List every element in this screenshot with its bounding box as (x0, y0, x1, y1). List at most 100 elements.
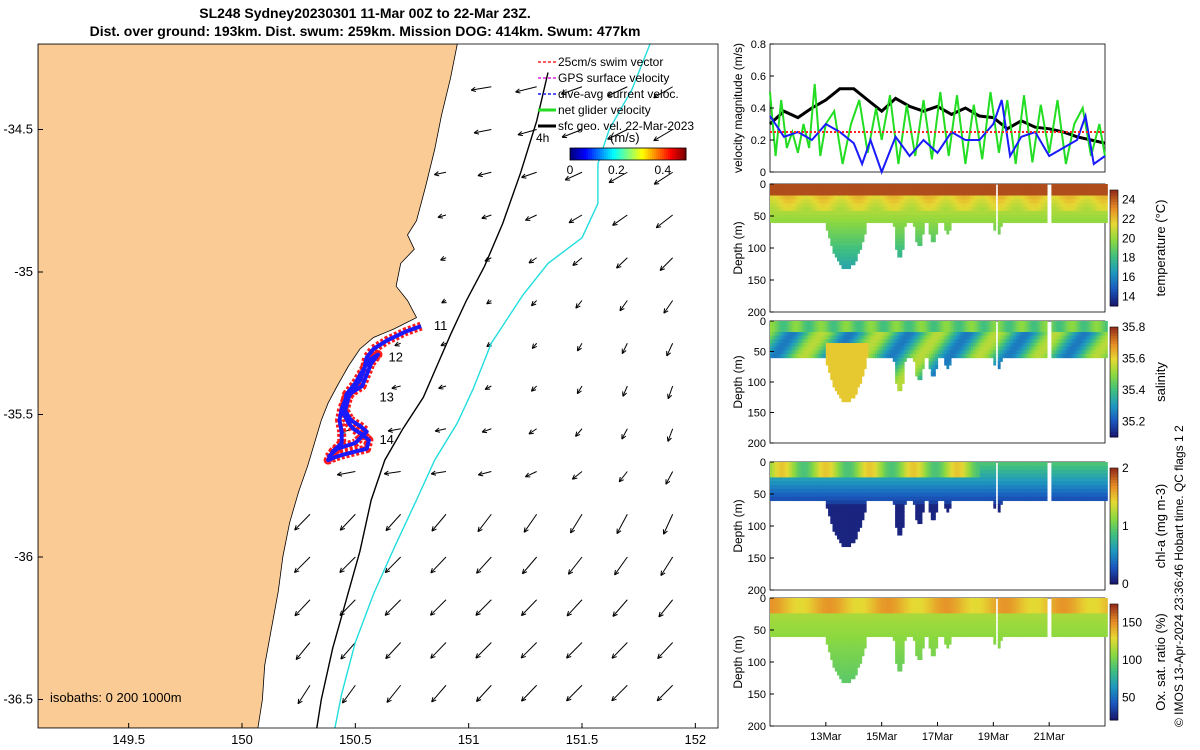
section-cell (863, 343, 867, 348)
section-cell (866, 485, 869, 490)
section-cell (825, 488, 829, 494)
section-cell (792, 207, 796, 212)
section-cell (1078, 324, 1082, 329)
current-vector (607, 86, 628, 97)
section-cell (886, 191, 889, 197)
section-cell (915, 368, 919, 373)
section-cell (899, 462, 903, 467)
section-cell (906, 195, 910, 200)
section-cell (825, 346, 829, 351)
section-cell (852, 343, 856, 348)
section-cell (939, 346, 943, 351)
section-cell (770, 488, 773, 494)
section-cell (783, 203, 787, 208)
current-vector-head (384, 567, 391, 574)
section-cell (915, 361, 919, 366)
section-cell (1102, 214, 1106, 220)
section-cell (778, 187, 782, 193)
section-cell (926, 321, 930, 326)
section-cell (814, 195, 818, 200)
section-cell (1038, 207, 1041, 212)
map-y-tick-label: -36 (14, 549, 33, 564)
section-cell (816, 203, 820, 208)
section-cell (1038, 346, 1041, 351)
section-cell (825, 335, 829, 340)
section-cell (1060, 353, 1064, 359)
section-cell (895, 184, 898, 189)
section-cell (895, 462, 898, 467)
section-cell (863, 226, 867, 231)
section-cell (984, 214, 988, 220)
section-cell (1011, 187, 1015, 193)
section-cell (854, 237, 858, 243)
section-cell (1091, 207, 1095, 212)
section-cell (843, 353, 847, 359)
section-cell (1067, 207, 1070, 212)
section-cell (830, 214, 834, 220)
map-colorbar-tick: 0 (567, 163, 574, 177)
section-cell (912, 214, 916, 220)
section-cell (1055, 187, 1059, 193)
section-cell (928, 488, 932, 494)
section-cell (917, 511, 921, 517)
section-cell (832, 203, 836, 208)
section-cell (841, 321, 845, 326)
section-cell (1044, 321, 1048, 326)
section-cell (904, 187, 907, 193)
section-cell (1011, 335, 1015, 340)
section-cell (917, 195, 921, 200)
section-cell (848, 332, 852, 337)
section-cell (1017, 324, 1021, 329)
section-cell (921, 210, 925, 216)
section-cell (877, 199, 881, 204)
section-cell (953, 324, 956, 329)
section-cell (823, 485, 827, 490)
section-cell (1038, 343, 1041, 348)
section-cell (888, 343, 892, 348)
section-cell (859, 321, 863, 326)
section-cell (825, 350, 829, 355)
section-cell (910, 187, 914, 193)
section-cell (910, 195, 914, 200)
section-cell (832, 383, 836, 388)
section-cell (812, 203, 816, 208)
section-cell (921, 199, 925, 204)
section-cell (872, 214, 876, 220)
section-cell (1064, 203, 1068, 208)
section-cell (828, 187, 831, 193)
section-cell (919, 230, 923, 235)
section-cell (830, 343, 834, 348)
section-cell (895, 496, 898, 502)
section-cell (810, 462, 814, 467)
section-cell (823, 191, 827, 197)
section-cell (888, 210, 892, 216)
section-cell (774, 184, 778, 189)
section-cell (1029, 195, 1032, 200)
section-cell (839, 535, 843, 540)
section-cell (948, 226, 952, 231)
section-cell (821, 353, 825, 359)
section-cell (841, 361, 845, 366)
section-cell (1000, 343, 1003, 348)
section-cell (919, 488, 923, 494)
section-cell (888, 321, 892, 326)
section-cell (908, 488, 912, 494)
section-cell (841, 527, 845, 532)
section-cell (1006, 324, 1010, 329)
section-cell (863, 477, 867, 482)
section-cell (930, 226, 934, 231)
section-cell (785, 184, 789, 189)
section-cell (1087, 218, 1090, 224)
section-cell (948, 184, 952, 189)
section-cell (906, 321, 910, 326)
section-cell (843, 511, 847, 517)
section-cell (962, 207, 965, 212)
section-cell (825, 465, 829, 471)
section-cell (1100, 214, 1104, 220)
section-cell (953, 321, 956, 326)
section-cell (792, 492, 796, 498)
section-cell (799, 335, 802, 340)
section-cell (1004, 343, 1008, 348)
section-cell (899, 504, 903, 509)
section-cell (930, 230, 934, 235)
